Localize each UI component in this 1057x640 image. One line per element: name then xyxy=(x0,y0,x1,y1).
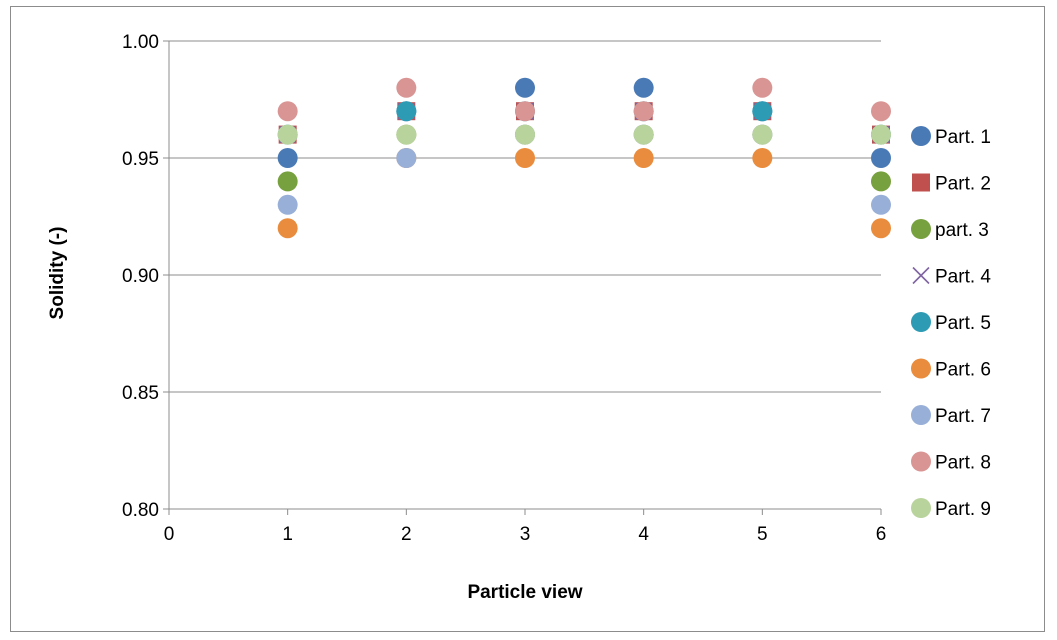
legend-marker xyxy=(911,451,931,472)
data-points xyxy=(277,77,891,239)
legend-label: Part. 8 xyxy=(935,453,991,474)
series-9 xyxy=(277,124,891,145)
legend-marker xyxy=(911,405,931,425)
legend-marker xyxy=(912,173,930,192)
y-axis-title: Solidity (-) xyxy=(47,227,68,320)
legend-label: Part. 6 xyxy=(935,360,991,381)
data-point xyxy=(515,77,535,98)
y-tick-label: 0.80 xyxy=(122,500,159,521)
data-point xyxy=(752,77,773,98)
legend-label: Part. 1 xyxy=(935,127,991,148)
legend-entry: Part. 6 xyxy=(911,358,991,381)
legend-label: Part. 2 xyxy=(935,174,991,195)
data-point xyxy=(396,124,417,145)
legend-entry: Part. 9 xyxy=(911,498,991,520)
data-point xyxy=(871,148,891,168)
series-6 xyxy=(277,148,891,239)
axes: 0.80 0.85 0.90 0.95 1.00 0 1 2 3 4 5 6 xyxy=(122,32,886,545)
legend: Part. 1 Part. 2 part. 3 Part. 4 Part. 5 Part.… xyxy=(911,126,991,520)
data-point xyxy=(396,77,417,98)
x-tick-label: 6 xyxy=(876,524,887,545)
series-7 xyxy=(277,124,891,215)
legend-marker xyxy=(912,266,930,285)
x-tick-label: 3 xyxy=(520,524,531,545)
data-point xyxy=(277,124,298,145)
legend-label: Part. 4 xyxy=(935,267,991,288)
data-point xyxy=(752,148,773,168)
data-point xyxy=(871,124,891,145)
data-point xyxy=(277,171,298,192)
y-tick-label: 0.90 xyxy=(122,266,159,287)
y-tick-label: 0.95 xyxy=(122,149,159,170)
x-tick-label: 5 xyxy=(757,524,768,545)
series-8 xyxy=(277,77,891,122)
y-tick-label: 1.00 xyxy=(122,32,159,53)
legend-label: Part. 5 xyxy=(935,313,991,334)
legend-label: part. 3 xyxy=(935,220,989,241)
y-tick-label: 0.85 xyxy=(122,383,159,404)
legend-entry: Part. 7 xyxy=(911,405,991,427)
data-point xyxy=(752,101,773,122)
legend-label: Part. 7 xyxy=(935,406,991,427)
data-point xyxy=(277,148,298,168)
data-point xyxy=(515,124,535,145)
data-point xyxy=(633,124,654,145)
data-point xyxy=(871,171,891,192)
x-tick-label: 1 xyxy=(282,524,293,545)
data-point xyxy=(871,101,891,122)
legend-entry: Part. 8 xyxy=(911,451,991,474)
legend-marker xyxy=(911,498,931,518)
series-2 xyxy=(278,102,890,144)
x-tick-label: 4 xyxy=(638,524,649,545)
legend-entry: Part. 2 xyxy=(912,173,991,195)
chart-frame: 0.80 0.85 0.90 0.95 1.00 0 1 2 3 4 5 6 Part. 1 Part.… xyxy=(10,6,1045,632)
data-point xyxy=(515,148,535,168)
data-point xyxy=(871,218,891,239)
data-point xyxy=(871,194,891,215)
data-point xyxy=(633,77,654,98)
legend-label: Part. 9 xyxy=(935,499,991,520)
legend-entry: Part. 5 xyxy=(911,312,991,334)
data-point xyxy=(633,101,654,122)
legend-marker xyxy=(911,126,931,146)
legend-marker xyxy=(911,358,931,379)
data-point xyxy=(396,101,417,122)
legend-entry: Part. 1 xyxy=(911,126,991,148)
legend-entry: part. 3 xyxy=(911,219,989,241)
data-point xyxy=(633,148,654,168)
series-1 xyxy=(277,77,891,168)
legend-entry: Part. 4 xyxy=(912,266,991,288)
x-tick-label: 0 xyxy=(164,524,175,545)
data-point xyxy=(277,101,298,122)
scatter-chart: 0.800.850.900.951.000 1 2 3 4 5 6 Part. 1Part.… xyxy=(47,32,991,603)
data-point xyxy=(752,124,773,145)
data-point xyxy=(277,194,298,215)
legend-marker xyxy=(911,219,931,239)
x-axis-title: Particle view xyxy=(467,582,582,603)
data-point xyxy=(515,101,535,122)
data-point xyxy=(277,218,298,239)
data-point xyxy=(396,148,417,168)
series-5 xyxy=(277,101,891,145)
x-tick-label: 2 xyxy=(401,524,412,545)
series-4 xyxy=(279,102,890,144)
legend-marker xyxy=(911,312,931,332)
